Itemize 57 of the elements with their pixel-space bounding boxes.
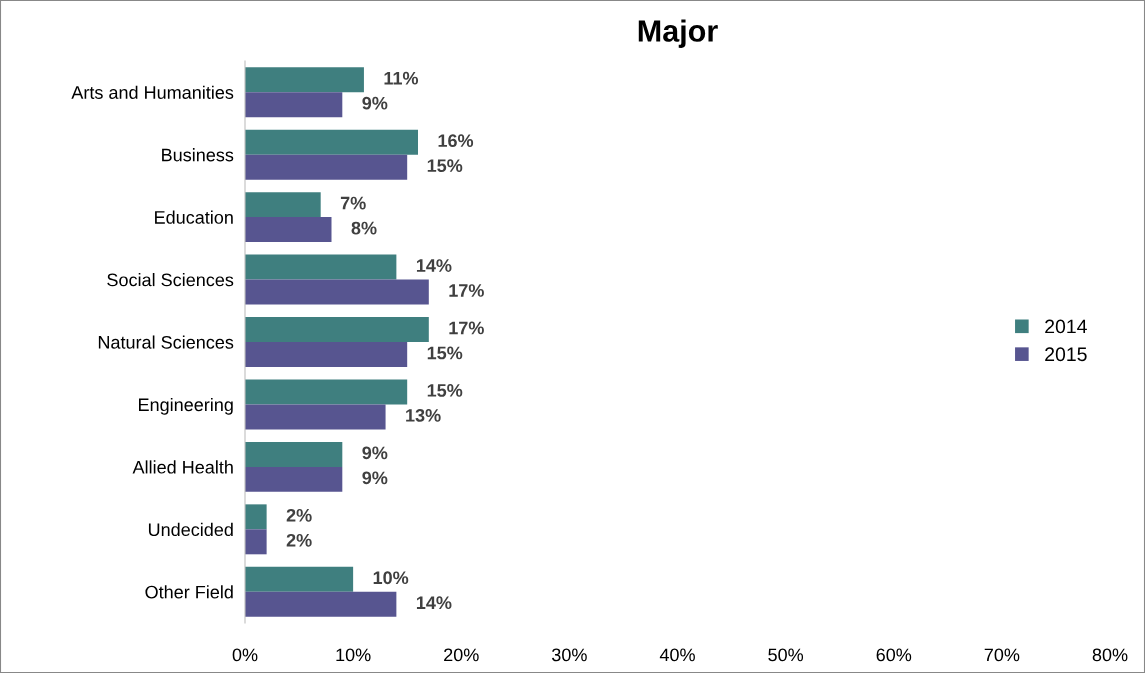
bar — [245, 92, 343, 118]
x-tick-label: 50% — [768, 648, 804, 662]
x-tick-label: 20% — [444, 648, 479, 662]
legend-label: 2014 — [1045, 319, 1087, 334]
x-tick-label: 30% — [552, 648, 587, 662]
data-label: 9% — [362, 471, 388, 485]
x-tick-label: 0% — [232, 648, 258, 662]
bar — [245, 67, 364, 93]
data-label: 8% — [351, 221, 377, 235]
data-label: 9% — [362, 446, 388, 460]
data-label: 7% — [340, 196, 366, 210]
bar — [245, 342, 408, 367]
bar — [245, 129, 418, 155]
bar — [245, 254, 397, 280]
bar — [245, 379, 408, 405]
bar — [245, 192, 321, 218]
data-label: 17% — [449, 284, 484, 297]
data-label: 2% — [286, 533, 312, 547]
bar — [245, 404, 386, 430]
data-label: 16% — [438, 134, 474, 148]
bar — [245, 154, 408, 180]
x-tick-label: 10% — [336, 648, 371, 662]
data-label: 14% — [416, 596, 452, 610]
bar — [245, 317, 429, 342]
data-label: 11% — [384, 71, 419, 85]
bar — [245, 591, 397, 617]
y-tick-label: Education — [155, 210, 233, 224]
data-label: 2% — [286, 508, 312, 522]
bar — [245, 279, 429, 305]
bar — [245, 529, 267, 555]
x-tick-label: 70% — [984, 648, 1020, 662]
x-tick-label: 60% — [876, 648, 912, 662]
data-label: 15% — [427, 346, 463, 360]
chart-title: Major — [638, 19, 718, 48]
bar — [245, 566, 354, 592]
y-tick-label: Engineering — [139, 397, 233, 415]
y-tick-label: Arts and Humanities — [71, 85, 234, 99]
data-label: 15% — [427, 384, 463, 397]
data-label: 10% — [373, 571, 409, 585]
y-tick-label: Social Sciences — [107, 273, 234, 287]
data-label: 14% — [416, 259, 452, 272]
bar — [245, 441, 343, 467]
bar — [245, 466, 343, 492]
y-tick-label: Allied Health — [132, 460, 233, 474]
data-label: 15% — [427, 159, 463, 172]
x-tick-label: 80% — [1092, 648, 1128, 662]
y-tick-label: Other Field — [145, 585, 233, 599]
x-tick-label: 40% — [659, 648, 695, 662]
bar — [245, 504, 267, 530]
y-tick-label: Undecided — [148, 522, 233, 537]
y-tick-label: Natural Sciences — [98, 335, 234, 349]
data-label: 9% — [362, 96, 388, 110]
bar — [245, 217, 332, 243]
y-tick-label: Business — [162, 148, 234, 162]
data-label: 17% — [449, 321, 484, 335]
legend-label: 2015 — [1045, 347, 1087, 362]
data-label: 13% — [406, 408, 441, 422]
